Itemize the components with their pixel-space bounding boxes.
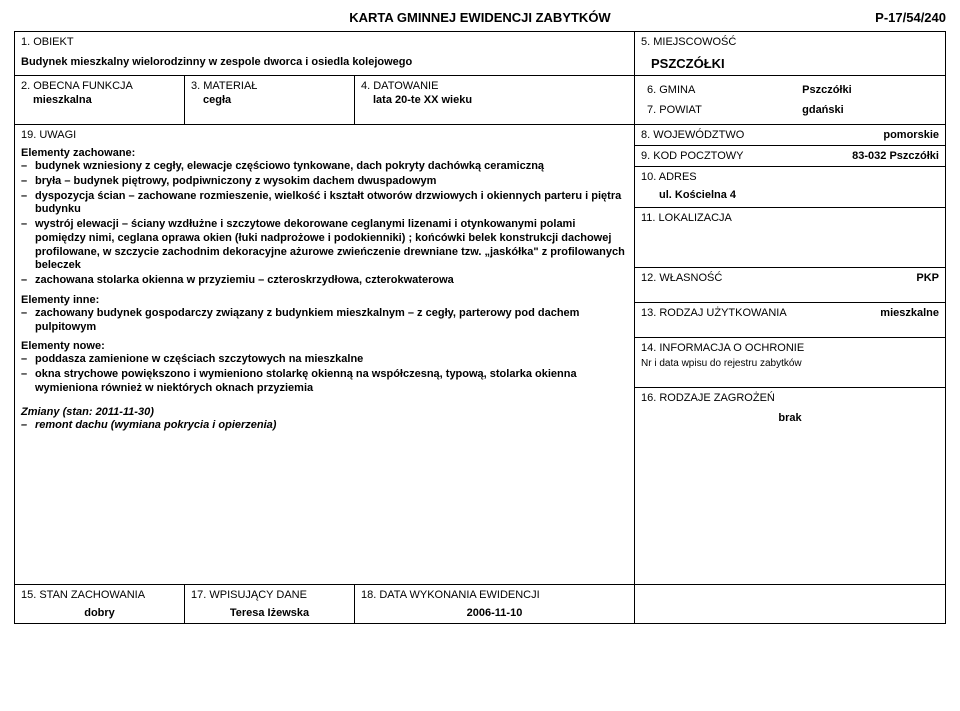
f19-label: 19. UWAGI (21, 129, 628, 141)
document-header: KARTA GMINNEJ EWIDENCJI ZABYTKÓW P-17/54… (14, 10, 946, 25)
f12-label: 12. WŁASNOŚĆ (641, 272, 722, 284)
inne-title: Elementy inne: (21, 294, 628, 306)
list-item: bryła – budynek piętrowy, podpiwniczony … (35, 175, 628, 189)
inne-list: zachowany budynek gospodarczy związany z… (21, 307, 628, 335)
header-title: KARTA GMINNEJ EWIDENCJI ZABYTKÓW (349, 10, 610, 25)
f16-label: 16. RODZAJE ZAGROŻEŃ (641, 392, 939, 404)
f5-value: PSZCZÓŁKI (641, 56, 939, 71)
zachowane-title: Elementy zachowane: (21, 147, 628, 159)
f14-label: 14. INFORMACJA O OCHRONIE (641, 342, 939, 354)
nowe-title: Elementy nowe: (21, 340, 628, 352)
f11-label: 11. LOKALIZACJA (641, 212, 939, 224)
f15-value: dobry (21, 601, 178, 619)
f8-value: pomorskie (883, 129, 939, 141)
zmiany-title: Zmiany (stan: 2011-11-30) (21, 406, 628, 418)
f4-value: lata 20-te XX wieku (361, 94, 628, 106)
f18-label: 18. DATA WYKONANIA EWIDENCJI (361, 589, 628, 601)
f17-value: Teresa Iżewska (191, 601, 348, 619)
f5-label: 5. MIEJSCOWOŚĆ (641, 36, 939, 48)
f1-value: Budynek mieszkalny wielorodzinny w zespo… (21, 56, 628, 68)
f9-label: 9. KOD POCZTOWY (641, 150, 743, 162)
f10-label: 10. ADRES (641, 171, 939, 183)
list-item: budynek wzniesiony z cegły, elewacje czę… (35, 160, 628, 174)
zmiany-list: remont dachu (wymiana pokrycia i opierze… (21, 419, 628, 433)
f13-value: mieszkalne (880, 307, 939, 319)
f2-value: mieszkalna (21, 94, 178, 106)
f6-value: Pszczółki (802, 84, 852, 96)
f6-label: 6. GMINA (647, 84, 695, 96)
f14-value: Nr i data wpisu do rejestru zabytków (641, 358, 939, 369)
f8-label: 8. WOJEWÓDZTWO (641, 129, 744, 141)
f7-label: 7. POWIAT (647, 104, 702, 116)
list-item: okna strychowe powiększono i wymieniono … (35, 368, 628, 396)
list-item: remont dachu (wymiana pokrycia i opierze… (35, 419, 628, 433)
f7-value: gdański (802, 104, 844, 116)
f12-value: PKP (916, 272, 939, 284)
right-fields: 8. WOJEWÓDZTWO pomorskie 9. KOD POCZTOWY… (635, 125, 945, 442)
f3-label: 3. MATERIAŁ (191, 80, 348, 92)
f2-label: 2. OBECNA FUNKCJA (21, 80, 178, 92)
header-code: P-17/54/240 (875, 10, 946, 25)
list-item: zachowany budynek gospodarczy związany z… (35, 307, 628, 335)
f4-label: 4. DATOWANIE (361, 80, 628, 92)
f9-value: 83-032 Pszczółki (852, 150, 939, 162)
list-item: wystrój elewacji – ściany wzdłużne i szc… (35, 218, 628, 273)
f17-label: 17. WPISUJĄCY DANE (191, 589, 348, 601)
list-item: poddasza zamienione w częściach szczytow… (35, 353, 628, 367)
zachowane-list: budynek wzniesiony z cegły, elewacje czę… (21, 160, 628, 288)
f10-value: ul. Kościelna 4 (641, 183, 939, 203)
f3-value: cegła (191, 94, 348, 106)
f18-value: 2006-11-10 (361, 601, 628, 619)
f16-value: brak (641, 412, 939, 424)
f13-label: 13. RODZAJ UŻYTKOWANIA (641, 307, 787, 319)
main-table: 1. OBIEKT Budynek mieszkalny wielorodzin… (14, 31, 946, 624)
nowe-list: poddasza zamienione w częściach szczytow… (21, 353, 628, 395)
list-item: zachowana stolarka okienna w przyziemiu … (35, 274, 628, 288)
f15-label: 15. STAN ZACHOWANIA (21, 589, 178, 601)
f1-label: 1. OBIEKT (21, 36, 628, 48)
list-item: dyspozycja ścian – zachowane rozmieszeni… (35, 190, 628, 218)
